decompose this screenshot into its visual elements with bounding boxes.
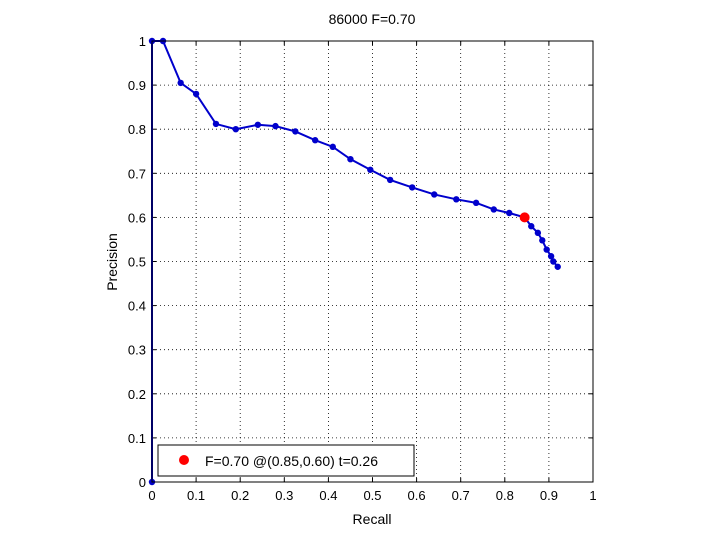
x-tick-label: 0.1: [187, 488, 205, 503]
y-tick-label: 0.7: [128, 166, 146, 181]
data-point: [232, 126, 239, 133]
grid-lines: [152, 41, 593, 482]
legend-label: F=0.70 @(0.85,0.60) t=0.26: [205, 453, 378, 469]
y-tick-label: 0.3: [128, 343, 146, 358]
chart-title: 86000 F=0.70: [329, 11, 416, 27]
legend-marker: [179, 455, 189, 465]
legend: F=0.70 @(0.85,0.60) t=0.26: [157, 444, 415, 477]
data-point: [506, 209, 513, 217]
data-point: [254, 121, 262, 128]
data-point: [472, 199, 480, 207]
data-point: [386, 176, 394, 184]
y-tick-label: 0.4: [128, 299, 146, 314]
data-point: [292, 128, 299, 135]
x-tick-label: 0.9: [540, 488, 558, 503]
data-point: [490, 206, 497, 213]
y-tick-label: 1: [139, 34, 146, 49]
data-point: [528, 223, 535, 230]
axis-ticks: 0 0.1 0.2 0.3 0.4 0.5 0.6 0.7 0.8 0.9 1 0 0.1 0.2 0.3 0…: [128, 34, 597, 503]
data-point: [272, 122, 279, 130]
data-point: [550, 258, 557, 265]
data-point: [311, 137, 319, 144]
y-tick-label: 0.9: [128, 78, 146, 93]
data-point: [547, 253, 555, 260]
x-tick-label: 0.6: [408, 488, 426, 503]
data-point: [408, 184, 416, 191]
x-tick-label: 0.4: [319, 488, 337, 503]
best-f-point: [519, 212, 530, 223]
data-point: [534, 229, 542, 237]
data-point: [329, 143, 337, 151]
plot-frame: [151, 40, 594, 483]
x-tick-label: 0.2: [231, 488, 249, 503]
data-point: [347, 155, 354, 163]
data-point: [212, 120, 220, 128]
y-axis-label: Precision: [104, 233, 120, 291]
data-point: [431, 191, 438, 198]
y-tick-label: 0.5: [128, 255, 146, 270]
x-tick-label: 0.3: [275, 488, 293, 503]
y-tick-label: 0.1: [128, 431, 146, 446]
data-point: [543, 246, 550, 253]
data-point: [177, 79, 184, 87]
data-point: [554, 263, 561, 270]
x-tick-label: 1: [589, 488, 596, 503]
x-tick-label: 0.8: [496, 488, 514, 503]
x-tick-label: 0: [148, 488, 155, 503]
x-axis-label: Recall: [353, 511, 392, 527]
data-point: [539, 237, 546, 244]
x-tick-label: 0.7: [452, 488, 470, 503]
y-tick-label: 0.2: [128, 387, 146, 402]
y-tick-label: 0.8: [128, 122, 146, 137]
data-point: [453, 196, 460, 203]
x-tick-label: 0.5: [363, 488, 381, 503]
legend-box: [157, 444, 415, 477]
y-tick-label: 0: [139, 475, 146, 490]
data-point: [192, 90, 200, 98]
series-layer: [148, 37, 561, 486]
y-tick-label: 0.6: [128, 210, 146, 225]
data-point: [367, 166, 374, 173]
